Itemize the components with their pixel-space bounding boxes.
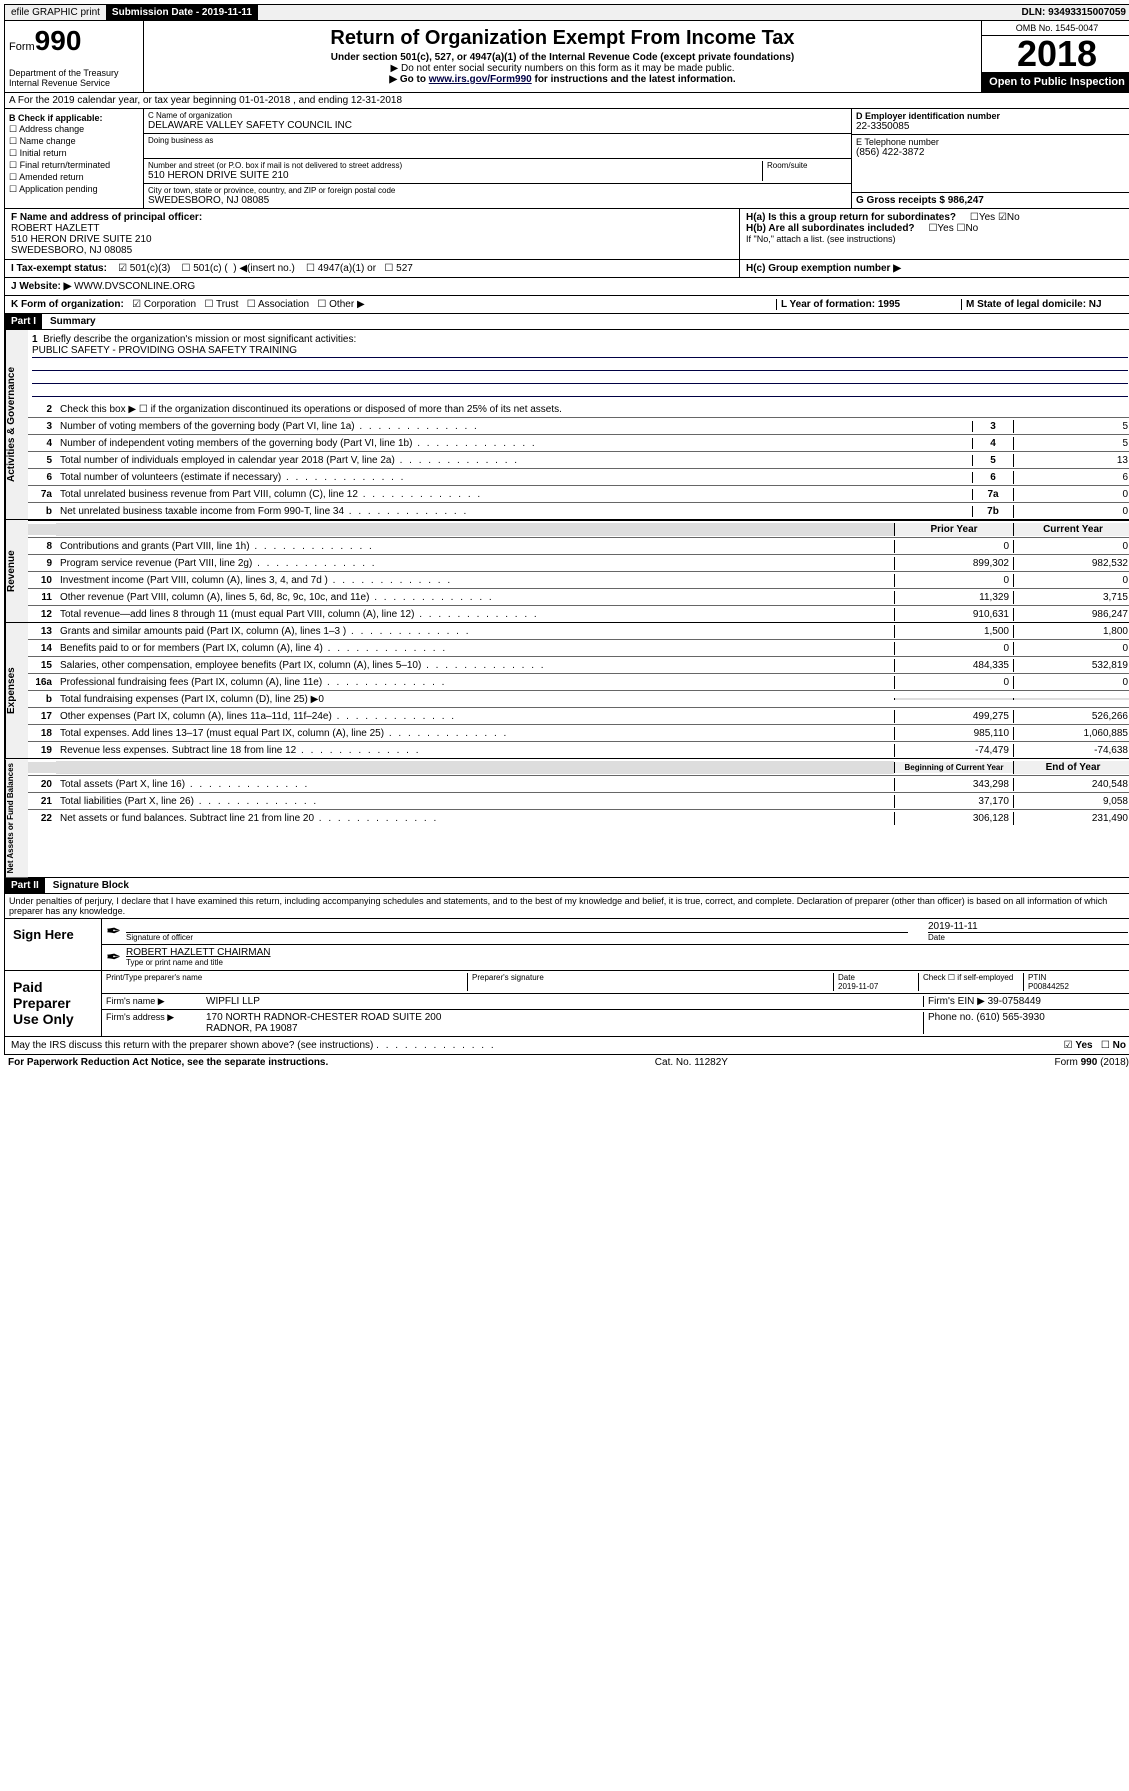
tab-revenue: Revenue	[5, 520, 28, 622]
line-b: b Total fundraising expenses (Part IX, c…	[28, 691, 1129, 708]
sign-here: Sign Here ✒ Signature of officer 2019-11…	[4, 919, 1129, 971]
subtitle-1: Under section 501(c), 527, or 4947(a)(1)…	[148, 52, 977, 63]
col-def: D Employer identification number 22-3350…	[851, 109, 1129, 208]
discuss-row: May the IRS discuss this return with the…	[4, 1037, 1129, 1055]
line-22: 22 Net assets or fund balances. Subtract…	[28, 810, 1129, 826]
expenses-section: Expenses 13 Grants and similar amounts p…	[4, 623, 1129, 759]
governance-section: Activities & Governance 1 Briefly descri…	[4, 330, 1129, 520]
org-city: SWEDESBORO, NJ 08085	[148, 195, 847, 206]
line-9: 9 Program service revenue (Part VIII, li…	[28, 555, 1129, 572]
subtitle-2: ▶ Do not enter social security numbers o…	[148, 63, 977, 74]
line-20: 20 Total assets (Part X, line 16) 343,29…	[28, 776, 1129, 793]
line-14: 14 Benefits paid to or for members (Part…	[28, 640, 1129, 657]
line-16a: 16a Professional fundraising fees (Part …	[28, 674, 1129, 691]
line-4: 4 Number of independent voting members o…	[28, 435, 1129, 452]
line-3: 3 Number of voting members of the govern…	[28, 418, 1129, 435]
footer: For Paperwork Reduction Act Notice, see …	[4, 1055, 1129, 1070]
line-21: 21 Total liabilities (Part X, line 26) 3…	[28, 793, 1129, 810]
revenue-section: Revenue Prior Year Current Year 8 Contri…	[4, 520, 1129, 623]
col-c: C Name of organization DELAWARE VALLEY S…	[144, 109, 851, 208]
row-k: K Form of organization: ☑ Corporation ☐ …	[4, 296, 1129, 314]
tax-year: 2018	[982, 36, 1129, 72]
tab-governance: Activities & Governance	[5, 330, 28, 519]
row-i: I Tax-exempt status: ☑ 501(c)(3) ☐ 501(c…	[4, 260, 1129, 278]
submission-date: Submission Date - 2019-11-11	[106, 5, 258, 20]
line-15: 15 Salaries, other compensation, employe…	[28, 657, 1129, 674]
phone: (856) 422-3872	[856, 147, 1128, 158]
line-b: b Net unrelated business taxable income …	[28, 503, 1129, 519]
line-12: 12 Total revenue—add lines 8 through 11 …	[28, 606, 1129, 622]
line-6: 6 Total number of volunteers (estimate i…	[28, 469, 1129, 486]
cb-initial[interactable]: ☐ Initial return	[9, 148, 139, 159]
cb-pending[interactable]: ☐ Application pending	[9, 184, 139, 195]
department: Department of the Treasury Internal Reve…	[9, 68, 139, 88]
netassets-section: Net Assets or Fund Balances Beginning of…	[4, 759, 1129, 878]
officer-name: ROBERT HAZLETT CHAIRMAN	[126, 947, 1128, 958]
efile-label: efile GRAPHIC print	[5, 5, 106, 20]
top-bar: efile GRAPHIC print Submission Date - 20…	[4, 4, 1129, 21]
line-13: 13 Grants and similar amounts paid (Part…	[28, 623, 1129, 640]
row-a: A For the 2019 calendar year, or tax yea…	[4, 93, 1129, 109]
header: Form990 Department of the Treasury Inter…	[4, 21, 1129, 93]
row-j: J Website: ▶ WWW.DVSCONLINE.ORG	[4, 278, 1129, 296]
mission: PUBLIC SAFETY - PROVIDING OSHA SAFETY TR…	[32, 345, 1128, 358]
org-name: DELAWARE VALLEY SAFETY COUNCIL INC	[148, 120, 847, 131]
tab-netassets: Net Assets or Fund Balances	[5, 759, 28, 877]
dln: DLN: 93493315007059	[1015, 5, 1129, 20]
line-5: 5 Total number of individuals employed i…	[28, 452, 1129, 469]
cb-amended[interactable]: ☐ Amended return	[9, 172, 139, 183]
subtitle-3: ▶ Go to www.irs.gov/Form990 for instruct…	[148, 74, 977, 85]
spacer	[258, 11, 1015, 15]
perjury-declaration: Under penalties of perjury, I declare th…	[4, 894, 1129, 919]
cb-address[interactable]: ☐ Address change	[9, 124, 139, 135]
open-public: Open to Public Inspection	[982, 72, 1129, 92]
title: Return of Organization Exempt From Incom…	[148, 27, 977, 50]
line-18: 18 Total expenses. Add lines 13–17 (must…	[28, 725, 1129, 742]
tab-expenses: Expenses	[5, 623, 28, 758]
line-17: 17 Other expenses (Part IX, column (A), …	[28, 708, 1129, 725]
line-8: 8 Contributions and grants (Part VIII, l…	[28, 538, 1129, 555]
line-7a: 7a Total unrelated business revenue from…	[28, 486, 1129, 503]
row-f: F Name and address of principal officer:…	[4, 209, 1129, 260]
paid-preparer: Paid Preparer Use Only Print/Type prepar…	[4, 971, 1129, 1037]
part1-header: Part I Summary	[4, 314, 1129, 330]
line-11: 11 Other revenue (Part VIII, column (A),…	[28, 589, 1129, 606]
firm-name: WIPFLI LLP	[206, 996, 923, 1007]
ein: 22-3350085	[856, 121, 1128, 132]
website: WWW.DVSCONLINE.ORG	[74, 281, 195, 292]
col-b: B Check if applicable: ☐ Address change …	[5, 109, 144, 208]
part2-header: Part II Signature Block	[4, 878, 1129, 894]
section-bcd: B Check if applicable: ☐ Address change …	[4, 109, 1129, 209]
line-10: 10 Investment income (Part VIII, column …	[28, 572, 1129, 589]
form-number: Form990	[9, 25, 139, 57]
cb-name[interactable]: ☐ Name change	[9, 136, 139, 147]
org-address: 510 HERON DRIVE SUITE 210	[148, 170, 762, 181]
cb-final[interactable]: ☐ Final return/terminated	[9, 160, 139, 171]
firm-address: 170 NORTH RADNOR-CHESTER ROAD SUITE 200 …	[206, 1012, 923, 1034]
gross-receipts: G Gross receipts $ 986,247	[852, 193, 1129, 208]
line-19: 19 Revenue less expenses. Subtract line …	[28, 742, 1129, 758]
